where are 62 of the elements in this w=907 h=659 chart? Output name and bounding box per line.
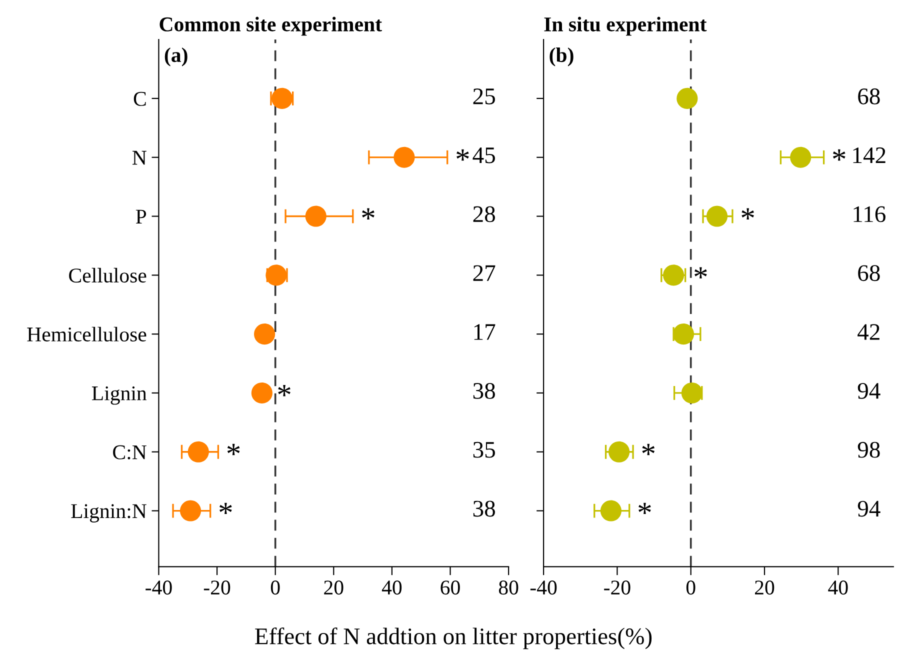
point bbox=[305, 206, 326, 227]
annotation: 116 bbox=[854, 206, 886, 222]
annotation: 28 bbox=[473, 206, 495, 222]
annotation: 25 bbox=[473, 88, 495, 104]
annotation: 27 bbox=[473, 265, 496, 281]
data-label: * bbox=[362, 208, 374, 220]
point bbox=[706, 206, 728, 227]
point bbox=[188, 441, 209, 462]
x-tick-label: -40 bbox=[146, 580, 172, 595]
annotation: 94 bbox=[858, 383, 880, 399]
point bbox=[790, 146, 812, 168]
y-tick-label: C bbox=[134, 92, 146, 106]
point bbox=[600, 500, 622, 522]
x-axis-title: Effect of N addtion on litter properties(%) bbox=[255, 627, 652, 650]
point bbox=[676, 88, 698, 109]
y-tick-label: N bbox=[132, 150, 146, 165]
annotation: 45 bbox=[472, 147, 495, 164]
data-label: * bbox=[742, 208, 754, 220]
data-label: * bbox=[278, 385, 290, 396]
data-label: * bbox=[227, 444, 240, 456]
x-tick-label: 40 bbox=[828, 580, 848, 595]
data-label: * bbox=[642, 444, 655, 456]
point bbox=[254, 324, 276, 345]
annotation: 38 bbox=[473, 500, 495, 517]
x-tick-label: 0 bbox=[686, 580, 696, 595]
data-label: * bbox=[694, 267, 707, 278]
data-label: * bbox=[220, 502, 232, 514]
data-label: * bbox=[638, 502, 651, 514]
annotation: 68 bbox=[858, 88, 880, 104]
point bbox=[251, 382, 272, 404]
x-tick-label: 0 bbox=[270, 580, 280, 595]
y-tick-label: Cellulose bbox=[69, 268, 146, 283]
x-tick-label: -20 bbox=[204, 580, 230, 595]
point bbox=[608, 441, 630, 462]
annotation: 35 bbox=[473, 442, 495, 458]
y-tick-label: P bbox=[136, 210, 146, 224]
annotation: 42 bbox=[858, 324, 880, 340]
x-tick-label: 20 bbox=[755, 580, 774, 595]
point bbox=[394, 146, 415, 168]
annotation: 38 bbox=[473, 382, 495, 399]
annotation: (b) bbox=[550, 47, 574, 66]
annotation: (a) bbox=[164, 47, 188, 66]
y-tick-label: Hemicellulose bbox=[27, 326, 146, 342]
x-tick-label: 20 bbox=[324, 580, 344, 595]
x-tick-label: 60 bbox=[440, 580, 460, 595]
annotation: 17 bbox=[474, 324, 496, 340]
point bbox=[180, 500, 202, 522]
x-tick-label: 80 bbox=[498, 580, 518, 595]
annotation: 94 bbox=[858, 500, 880, 517]
y-tick-label: Lignin:N bbox=[71, 504, 146, 522]
chart-title: Common site experiment bbox=[160, 16, 382, 36]
data-label: * bbox=[832, 149, 846, 161]
data-label: * bbox=[456, 149, 469, 161]
chart-title: In situ experiment bbox=[544, 16, 707, 36]
x-tick-label: -20 bbox=[604, 580, 630, 595]
y-tick-label: Lignin bbox=[92, 386, 147, 405]
annotation: 68 bbox=[858, 265, 880, 282]
x-tick-label: -40 bbox=[530, 580, 557, 595]
annotation: 98 bbox=[858, 442, 880, 458]
y-tick-label: C:N bbox=[113, 445, 146, 460]
x-tick-label: 40 bbox=[382, 580, 402, 595]
annotation: 142 bbox=[853, 147, 886, 164]
